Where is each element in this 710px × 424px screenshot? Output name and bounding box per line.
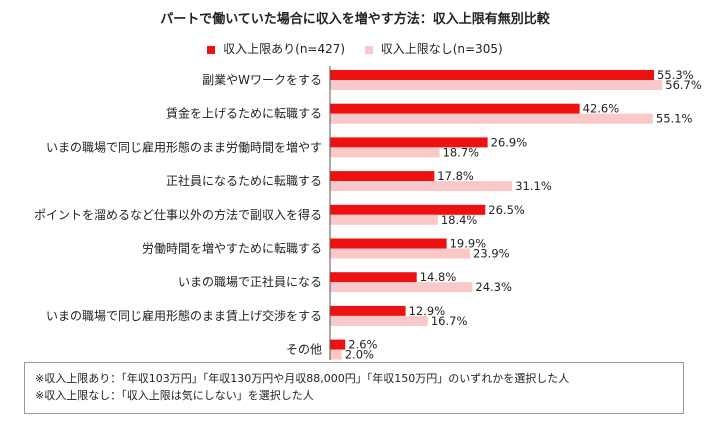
data-label: 42.6% bbox=[583, 102, 620, 116]
category-label: 労働時間を増やすために転職する bbox=[142, 242, 322, 256]
bar-with-cap bbox=[330, 339, 346, 350]
bar-without-cap bbox=[330, 147, 440, 158]
data-label: 18.4% bbox=[441, 213, 478, 227]
bar-without-cap bbox=[330, 80, 663, 90]
bar-with-cap bbox=[330, 137, 488, 148]
bar-without-cap bbox=[330, 181, 513, 192]
data-label: 16.7% bbox=[431, 314, 468, 328]
data-label: 14.8% bbox=[420, 270, 457, 284]
bar-without-cap bbox=[330, 315, 428, 326]
data-label: 2.6% bbox=[348, 338, 377, 352]
data-label: 26.5% bbox=[488, 203, 525, 217]
data-label: 55.1% bbox=[656, 112, 693, 126]
data-label: 26.9% bbox=[491, 135, 528, 149]
category-label: 副業やWワークをする bbox=[202, 73, 322, 87]
bar-with-cap bbox=[330, 204, 486, 215]
category-label: その他 bbox=[286, 343, 322, 357]
bar-without-cap bbox=[330, 248, 471, 259]
data-label: 23.9% bbox=[473, 247, 510, 261]
data-label: 31.1% bbox=[515, 179, 552, 193]
data-label: 18.7% bbox=[443, 145, 480, 159]
footnote-box: ※収入上限あり：「年収103万円」「年収130万円や月収88,000円」「年収1… bbox=[24, 362, 684, 414]
bar-without-cap bbox=[330, 214, 438, 225]
data-label: 24.3% bbox=[475, 280, 512, 294]
chart-title: パートで働いていた場合に収入を増やす方法：収入上限有無別比較 bbox=[160, 12, 550, 27]
legend-item-with-cap: 収入上限あり(n=427) bbox=[207, 40, 345, 57]
category-label: ポイントを溜めるなど仕事以外の方法で副収入を得る bbox=[34, 207, 322, 222]
data-label: 55.3% bbox=[657, 68, 694, 82]
category-label: いまの職場で正社員になる bbox=[178, 274, 322, 289]
bar-with-cap bbox=[330, 238, 447, 249]
legend-swatch-with-cap bbox=[207, 45, 216, 54]
footnote-line-2: ※収入上限なし：「収入上限は気にしない」を選択した人 bbox=[35, 389, 314, 402]
legend-label-with-cap: 収入上限あり(n=427) bbox=[223, 42, 346, 56]
data-label: 56.7% bbox=[665, 78, 702, 92]
category-label: いまの職場で同じ雇用形態のまま労働時間を増やす bbox=[46, 139, 322, 154]
category-label: 賃金を上げるために転職する bbox=[166, 106, 322, 121]
legend-swatch-without-cap bbox=[364, 45, 373, 54]
data-label: 17.8% bbox=[437, 169, 474, 183]
bar-with-cap bbox=[330, 103, 580, 114]
footnote-line-1: ※収入上限あり：「年収103万円」「年収130万円や月収88,000円」「年収1… bbox=[35, 372, 570, 385]
legend-label-without-cap: 収入上限なし(n=305) bbox=[380, 42, 503, 56]
legend: 収入上限あり(n=427) 収入上限なし(n=305) bbox=[0, 40, 710, 57]
bar-with-cap bbox=[330, 305, 406, 316]
category-label: いまの職場で同じ雇用形態のまま賃上げ交渉をする bbox=[46, 308, 322, 323]
bar-without-cap bbox=[330, 113, 653, 124]
bar-with-cap bbox=[330, 70, 655, 80]
bar-without-cap bbox=[330, 282, 473, 293]
data-label: 19.9% bbox=[450, 237, 487, 251]
category-label: 正社員になるために転職する bbox=[166, 173, 322, 188]
data-label: 12.9% bbox=[409, 304, 446, 318]
bar-without-cap bbox=[330, 349, 342, 360]
legend-item-without-cap: 収入上限なし(n=305) bbox=[364, 40, 503, 57]
data-label: 2.0% bbox=[345, 348, 374, 360]
bar-with-cap bbox=[330, 171, 435, 182]
bar-chart: 副業やWワークをする 55.3%56.7% 賃金を上げるために転職する 42.6% 55… bbox=[34, 66, 702, 360]
bar-with-cap bbox=[330, 272, 417, 283]
